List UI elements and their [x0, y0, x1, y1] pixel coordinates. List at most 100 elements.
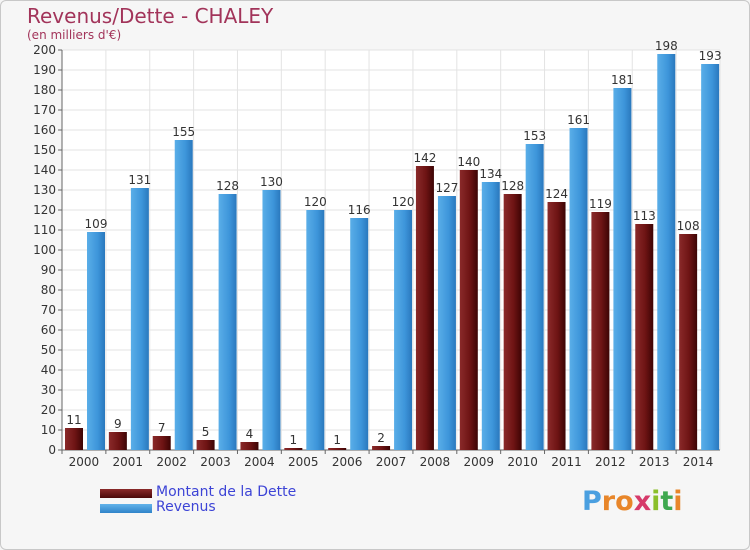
y-tick-label: 140 — [33, 163, 56, 177]
y-tick-label: 70 — [41, 303, 56, 317]
logo-letter: o — [615, 486, 634, 517]
y-tick-label: 80 — [41, 283, 56, 297]
y-tick-label: 190 — [33, 63, 56, 77]
bar-revenus — [613, 88, 632, 450]
bar-dette — [679, 234, 698, 450]
data-label-dette: 4 — [246, 427, 254, 441]
y-tick-label: 90 — [41, 263, 56, 277]
bar-dette — [328, 448, 347, 450]
y-tick-label: 150 — [33, 143, 56, 157]
y-tick-label: 20 — [41, 403, 56, 417]
bar-dette — [284, 448, 303, 450]
legend-swatch-revenus — [100, 504, 152, 513]
data-label-revenus: 134 — [479, 167, 502, 181]
data-label-dette: 142 — [413, 151, 436, 165]
x-tick-label: 2002 — [156, 455, 187, 469]
x-tick-label: 2006 — [332, 455, 363, 469]
data-label-dette: 11 — [66, 413, 81, 427]
x-tick-label: 2005 — [288, 455, 319, 469]
data-label-dette: 119 — [589, 197, 612, 211]
y-tick-label: 110 — [33, 223, 56, 237]
bar-dette — [547, 202, 566, 450]
bar-revenus — [218, 194, 237, 450]
data-label-revenus: 131 — [128, 173, 151, 187]
data-label-revenus: 153 — [523, 129, 546, 143]
data-label-revenus: 120 — [392, 195, 415, 209]
bar-revenus — [437, 196, 456, 450]
bar-revenus — [525, 144, 544, 450]
bar-revenus — [87, 232, 105, 450]
proxiti-logo: Proxiti — [582, 486, 683, 517]
bars — [65, 54, 720, 450]
bar-revenus — [481, 182, 500, 450]
data-label-revenus: 127 — [435, 181, 458, 195]
bar-revenus — [657, 54, 676, 450]
y-tick-label: 120 — [33, 203, 56, 217]
bar-dette — [635, 224, 654, 450]
y-tick-label: 130 — [33, 183, 56, 197]
bar-revenus — [174, 140, 193, 450]
legend-swatch-dette — [100, 489, 152, 498]
data-label-revenus: 193 — [699, 49, 722, 63]
x-tick-label: 2007 — [376, 455, 407, 469]
chart-subtitle: (en milliers d'€) — [27, 28, 122, 42]
bar-revenus — [130, 188, 149, 450]
bar-dette — [196, 440, 215, 450]
bar-dette — [240, 442, 259, 450]
logo-letter: i — [651, 486, 661, 517]
y-tick-label: 10 — [41, 423, 56, 437]
data-label-dette: 5 — [202, 425, 210, 439]
data-label-dette: 1 — [333, 433, 341, 447]
y-tick-label: 160 — [33, 123, 56, 137]
data-label-revenus: 116 — [348, 203, 371, 217]
data-label-dette: 2 — [377, 431, 385, 445]
y-tick-label: 170 — [33, 103, 56, 117]
bar-dette — [503, 194, 522, 450]
logo-letter: x — [633, 486, 652, 517]
bar-revenus — [394, 210, 413, 450]
bar-dette — [591, 212, 610, 450]
data-label-revenus: 161 — [567, 113, 590, 127]
data-label-dette: 113 — [633, 209, 656, 223]
x-tick-label: 2012 — [595, 455, 626, 469]
y-tick-label: 50 — [41, 343, 56, 357]
y-tick-label: 40 — [41, 363, 56, 377]
bar-revenus — [350, 218, 369, 450]
bar-dette — [459, 170, 478, 450]
legend-label-revenus: Revenus — [156, 499, 216, 515]
data-label-revenus: 181 — [611, 73, 634, 87]
bar-dette — [152, 436, 171, 450]
y-tick-label: 0 — [48, 443, 56, 457]
data-label-revenus: 120 — [304, 195, 327, 209]
y-tick-label: 180 — [33, 83, 56, 97]
logo-letter: P — [582, 486, 602, 517]
y-tick-label: 60 — [41, 323, 56, 337]
x-tick-label: 2008 — [420, 455, 451, 469]
x-tick-label: 2009 — [463, 455, 494, 469]
legend-label-dette: Montant de la Dette — [156, 484, 297, 500]
data-label-dette: 9 — [114, 417, 122, 431]
x-tick-label: 2000 — [69, 455, 100, 469]
data-label-dette: 7 — [158, 421, 166, 435]
chart-title: Revenus/Dette - CHALEY — [27, 4, 274, 28]
bar-dette — [415, 166, 434, 450]
data-label-revenus: 109 — [85, 217, 108, 231]
x-tick-label: 2010 — [507, 455, 538, 469]
x-tick-label: 2014 — [683, 455, 714, 469]
data-label-revenus: 198 — [655, 39, 678, 53]
logo-letter: r — [601, 486, 616, 517]
data-label-dette: 124 — [545, 187, 568, 201]
logo-letter: t — [660, 486, 674, 517]
bar-dette — [108, 432, 127, 450]
x-tick-label: 2003 — [200, 455, 231, 469]
axes: 0 10 20 30 40 50 60 70 80 90 100 110 120 130 140 150 160… — [33, 43, 720, 469]
x-tick-label: 2011 — [551, 455, 582, 469]
data-label-revenus: 130 — [260, 175, 283, 189]
bar-dette — [65, 428, 83, 450]
bar-revenus — [262, 190, 281, 450]
data-label-dette: 108 — [677, 219, 700, 233]
data-label-dette: 140 — [457, 155, 480, 169]
x-tick-label: 2001 — [113, 455, 144, 469]
